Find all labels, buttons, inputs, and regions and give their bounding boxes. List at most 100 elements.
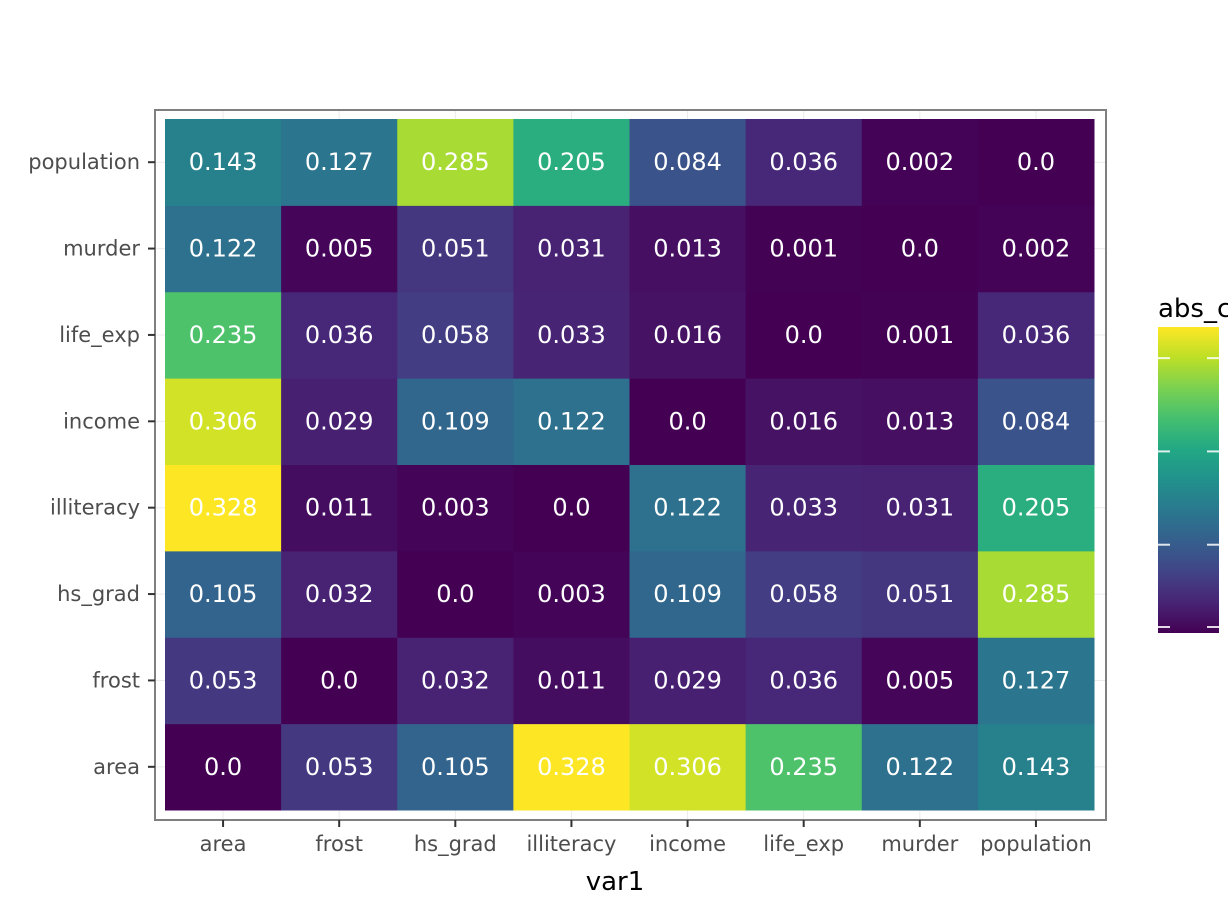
heatmap-cell (861, 464, 979, 552)
cell-value-label: 0.001 (885, 321, 954, 349)
heatmap-cell (513, 119, 630, 206)
x-tick-label: hs_grad (414, 832, 497, 857)
cell-value-label: 0.127 (1002, 666, 1071, 694)
heatmap-cell (397, 550, 514, 638)
cell-value-label: 0.029 (305, 407, 374, 435)
heatmap-cell (165, 723, 282, 811)
cell-value-label: 0.033 (769, 494, 838, 522)
heatmap-cell (513, 205, 630, 293)
heatmap-cell (281, 119, 398, 206)
cell-value-label: 0.016 (653, 321, 722, 349)
heatmap-cell (165, 378, 282, 465)
y-tick-label: illiteracy (50, 496, 140, 520)
color-legend: abs_c (1158, 294, 1228, 633)
cell-value-label: 0.005 (305, 235, 374, 263)
cell-value-label: 0.328 (189, 494, 258, 522)
cell-value-label: 0.031 (885, 494, 954, 522)
cell-value-label: 0.328 (537, 753, 606, 781)
heatmap-cell (513, 291, 630, 379)
heatmap-cell (629, 464, 747, 552)
heatmap-cell (513, 464, 630, 552)
cell-value-label: 0.285 (421, 148, 490, 176)
x-tick-label: illiteracy (526, 832, 616, 856)
heatmap-cell (165, 291, 282, 379)
cell-value-label: 0.0 (436, 580, 474, 608)
heatmap-cell (629, 378, 747, 465)
legend-title: abs_c (1158, 294, 1228, 324)
heatmap-cell (629, 723, 747, 811)
cell-value-label: 0.235 (189, 321, 258, 349)
y-tick-label: income (63, 409, 140, 433)
heatmap-cell (977, 550, 1095, 638)
cell-value-label: 0.306 (653, 753, 722, 781)
heatmap-cell (861, 637, 979, 725)
cell-value-label: 0.036 (769, 666, 838, 694)
heatmap-cell (165, 119, 282, 206)
heatmap-cell (745, 723, 863, 811)
cell-value-label: 0.005 (885, 666, 954, 694)
y-tick-label: population (28, 150, 140, 174)
heatmap-cell (977, 205, 1095, 293)
cell-value-label: 0.003 (421, 494, 490, 522)
heatmap-cell (977, 291, 1095, 379)
cell-value-label: 0.105 (421, 753, 490, 781)
heatmap-cell (861, 119, 979, 206)
heatmap-cell (281, 637, 398, 725)
heatmap-cell (281, 550, 398, 638)
heatmap-cell (745, 119, 863, 206)
heatmap-cell (397, 119, 514, 206)
cell-value-label: 0.029 (653, 666, 722, 694)
heatmap-cell (745, 464, 863, 552)
cell-value-label: 0.036 (1002, 321, 1071, 349)
heatmap-cell (165, 205, 282, 293)
x-tick-label: area (200, 832, 247, 856)
cell-value-label: 0.109 (653, 580, 722, 608)
heatmap-cell (397, 205, 514, 293)
x-tick-label: life_exp (763, 832, 844, 857)
cell-value-label: 0.127 (305, 148, 374, 176)
cell-value-label: 0.003 (537, 580, 606, 608)
heatmap-cells (165, 119, 1095, 811)
heatmap-cell (977, 637, 1095, 725)
cell-value-label: 0.235 (769, 753, 838, 781)
cell-labels: 0.0 0.053 0.105 0.328 0.306 0.235 0.122 0.143 0.… (189, 148, 1071, 781)
heatmap-cell (281, 464, 398, 552)
cell-value-label: 0.0 (204, 753, 242, 781)
cell-value-label: 0.084 (1002, 407, 1071, 435)
x-axis: area frost hs_grad illiteracy income life_exp… (200, 820, 1092, 857)
y-tick-label: murder (63, 237, 140, 261)
cell-value-label: 0.285 (1002, 580, 1071, 608)
cell-value-label: 0.122 (189, 235, 258, 263)
heatmap-cell (513, 378, 630, 465)
panel-border (154, 109, 1107, 821)
cell-value-label: 0.011 (537, 666, 606, 694)
heatmap-cell (281, 723, 398, 811)
cell-value-label: 0.0 (785, 321, 823, 349)
cell-value-label: 0.051 (885, 580, 954, 608)
cell-value-label: 0.053 (189, 666, 258, 694)
cell-value-label: 0.0 (552, 494, 590, 522)
cell-value-label: 0.122 (653, 494, 722, 522)
cell-value-label: 0.036 (305, 321, 374, 349)
cell-value-label: 0.122 (537, 407, 606, 435)
heatmap-cell (977, 119, 1095, 206)
cell-value-label: 0.0 (1017, 148, 1055, 176)
heatmap-cell (165, 637, 282, 725)
x-tick-label: frost (315, 832, 363, 856)
cell-value-label: 0.105 (189, 580, 258, 608)
cell-value-label: 0.0 (901, 235, 939, 263)
x-tick-label: murder (881, 832, 958, 856)
y-tick-label: frost (92, 668, 140, 692)
cell-value-label: 0.058 (421, 321, 490, 349)
heatmap-cell (861, 378, 979, 465)
x-tick-label: income (649, 832, 726, 856)
cell-value-label: 0.016 (769, 407, 838, 435)
heatmap-cell (861, 550, 979, 638)
cell-value-label: 0.033 (537, 321, 606, 349)
heatmap-cell (629, 119, 747, 206)
cell-value-label: 0.143 (189, 148, 258, 176)
cell-value-label: 0.058 (769, 580, 838, 608)
heatmap-cell (165, 550, 282, 638)
heatmap-cell (861, 723, 979, 811)
legend-colorbar (1158, 327, 1219, 633)
